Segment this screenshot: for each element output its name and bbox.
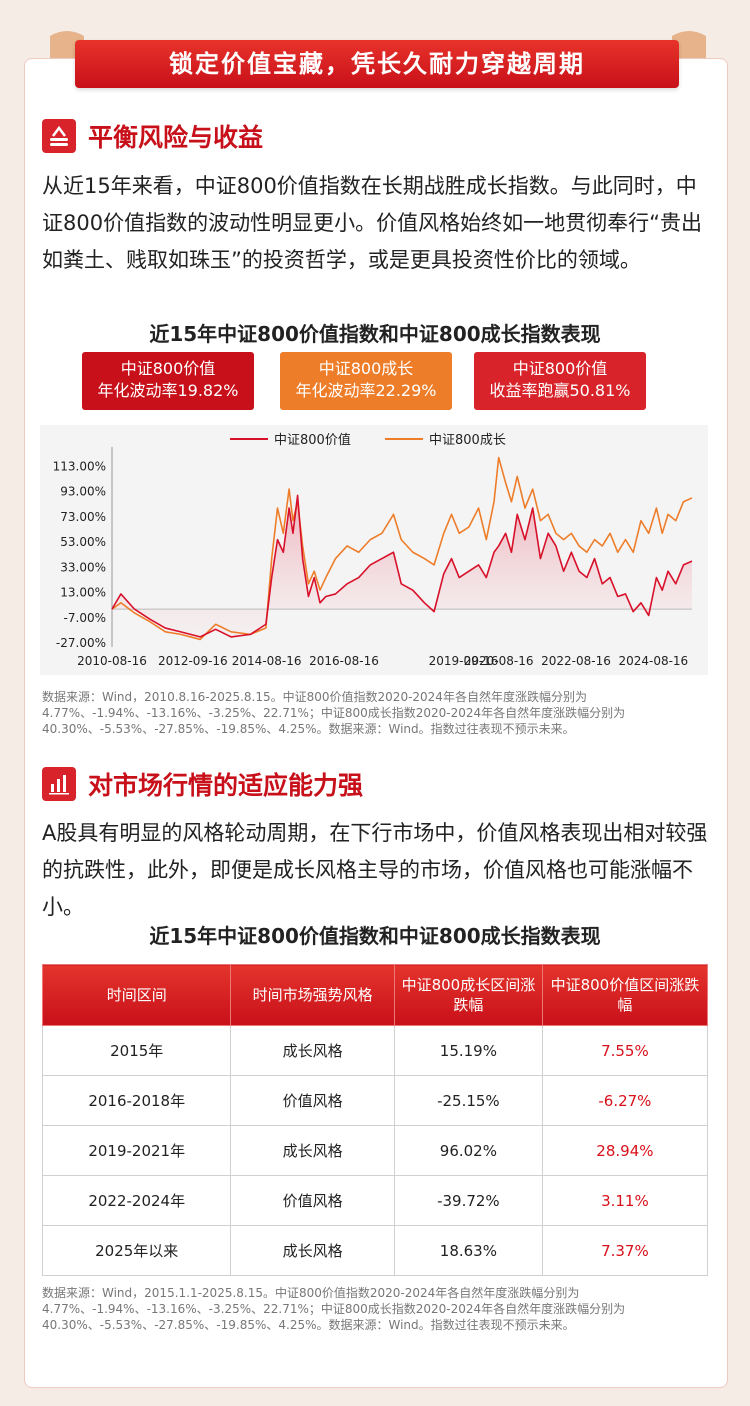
table-row: 2016-2018年 价值风格 -25.15% -6.27% bbox=[41, 1075, 709, 1126]
series-line-value bbox=[111, 494, 693, 638]
stat-box-line1: 中证800成长 bbox=[318, 359, 414, 378]
x-tick-label: 2012-09-16 bbox=[158, 654, 228, 668]
cell-growth: -39.72% bbox=[393, 1175, 543, 1226]
x-tick-label: 2024-08-16 bbox=[618, 654, 688, 668]
y-tick-label: 13.00% bbox=[60, 586, 106, 600]
cell-style: 价值风格 bbox=[230, 1075, 395, 1126]
coins-chart-icon bbox=[42, 119, 76, 153]
y-tick-label: -7.00% bbox=[64, 611, 106, 625]
cell-period: 2019-2021年 bbox=[41, 1125, 232, 1176]
cell-value: 7.55% bbox=[541, 1025, 709, 1076]
table-header-row: 时间区间 时间市场强势风格 中证800成长区间涨跌幅 中证800价值区间涨跌幅 bbox=[41, 964, 709, 1026]
header-value: 中证800价值区间涨跌幅 bbox=[541, 964, 709, 1026]
header-growth: 中证800成长区间涨跌幅 bbox=[393, 964, 543, 1026]
y-tick-label: -27.00% bbox=[56, 636, 106, 650]
y-tick-label: 113.00% bbox=[53, 459, 106, 473]
section2-paragraph: A股具有明显的风格轮动周期，在下行市场中，价值风格表现出相对较强的抗跌性，此外，… bbox=[42, 821, 708, 919]
section2-title: 对市场行情的适应能力强 bbox=[88, 771, 364, 800]
section2-source-note: 数据来源：Wind，2015.1.1-2025.8.15。中证800价值指数20… bbox=[42, 1286, 626, 1332]
x-tick-label: 2010-08-16 bbox=[77, 654, 147, 668]
section2-table-title: 近15年中证800价值指数和中证800成长指数表现 bbox=[149, 924, 601, 948]
top-banner: 锁定价值宝藏，凭长久耐力穿越周期 bbox=[75, 40, 679, 88]
stat-box-value-outperformance: 中证800价值 收益率跑赢50.81% bbox=[474, 352, 646, 410]
x-tick-label: 2020-08-16 bbox=[464, 654, 534, 668]
banner-title: 锁定价值宝藏，凭长久耐力穿越周期 bbox=[169, 50, 585, 78]
x-tick-label: 2022-08-16 bbox=[541, 654, 611, 668]
section1-chart-title: 近15年中证800价值指数和中证800成长指数表现 bbox=[149, 322, 601, 346]
legend-label-growth: 中证800成长 bbox=[429, 433, 506, 448]
legend-label-value: 中证800价值 bbox=[274, 432, 351, 448]
stat-box-line1: 中证800价值 bbox=[512, 359, 608, 378]
cell-growth: 96.02% bbox=[393, 1125, 543, 1176]
table-row: 2022-2024年 价值风格 -39.72% 3.11% bbox=[41, 1175, 709, 1226]
cell-period: 2015年 bbox=[41, 1025, 232, 1076]
section1-source-note: 数据来源：Wind，2010.8.16-2025.8.15。中证800价值指数2… bbox=[42, 690, 626, 736]
bar-chart-icon bbox=[42, 767, 76, 801]
stat-box-line2: 收益率跑赢50.81% bbox=[489, 381, 631, 400]
header-period: 时间区间 bbox=[41, 964, 232, 1026]
line-chart: 113.00% 93.00% 73.00% 53.00% 33.00% 13.00% -7.… bbox=[40, 425, 708, 675]
cell-style: 价值风格 bbox=[230, 1175, 395, 1226]
series-line-growth bbox=[111, 456, 693, 641]
cell-period: 2016-2018年 bbox=[41, 1075, 232, 1126]
cell-value: -6.27% bbox=[541, 1075, 709, 1126]
section1-title: 平衡风险与收益 bbox=[88, 123, 264, 152]
stat-box-line2: 年化波动率19.82% bbox=[97, 381, 239, 400]
cell-style: 成长风格 bbox=[230, 1225, 395, 1276]
y-tick-label: 93.00% bbox=[60, 485, 106, 499]
section1-header: 平衡风险与收益 bbox=[42, 118, 263, 154]
chart-background bbox=[40, 425, 708, 675]
table-row: 2025年以来 成长风格 18.63% 7.37% bbox=[41, 1225, 709, 1276]
cell-growth: 15.19% bbox=[393, 1025, 543, 1076]
stat-box-line1: 中证800价值 bbox=[120, 359, 216, 378]
section2-header: 对市场行情的适应能力强 bbox=[42, 766, 363, 802]
table-row: 2015年 成长风格 15.19% 7.55% bbox=[41, 1025, 709, 1076]
table-row: 2019-2021年 成长风格 96.02% 28.94% bbox=[41, 1125, 709, 1176]
cell-style: 成长风格 bbox=[230, 1025, 395, 1076]
cell-period: 2022-2024年 bbox=[41, 1175, 232, 1226]
y-tick-label: 73.00% bbox=[60, 510, 106, 524]
y-tick-label: 53.00% bbox=[60, 535, 106, 549]
cell-style: 成长风格 bbox=[230, 1125, 395, 1176]
y-tick-label: 33.00% bbox=[60, 560, 106, 574]
cell-value: 28.94% bbox=[541, 1125, 709, 1176]
stat-box-value-volatility: 中证800价值 年化波动率19.82% bbox=[82, 352, 254, 410]
x-tick-label: 2014-08-16 bbox=[232, 654, 302, 668]
x-tick-label: 2019-09-16 bbox=[429, 654, 499, 668]
cell-period: 2025年以来 bbox=[41, 1225, 232, 1276]
cell-value: 7.37% bbox=[541, 1225, 709, 1276]
value-series-area bbox=[112, 495, 692, 637]
stat-box-growth-volatility: 中证800成长 年化波动率22.29% bbox=[280, 352, 452, 410]
section1-paragraph: 从近15年来看，中证800价值指数在长期战胜成长指数。与此同时，中证800价值指… bbox=[42, 174, 702, 272]
cell-growth: -25.15% bbox=[393, 1075, 543, 1126]
x-tick-label: 2016-08-16 bbox=[309, 654, 379, 668]
cell-growth: 18.63% bbox=[393, 1225, 543, 1276]
cell-value: 3.11% bbox=[541, 1175, 709, 1226]
header-style: 时间市场强势风格 bbox=[230, 964, 395, 1026]
stat-box-line2: 年化波动率22.29% bbox=[295, 381, 437, 400]
performance-table: 时间区间 时间市场强势风格 中证800成长区间涨跌幅 中证800价值区间涨跌幅 … bbox=[41, 964, 709, 1276]
line-chart-container: 113.00% 93.00% 73.00% 53.00% 33.00% 13.00% -7.… bbox=[40, 425, 708, 675]
